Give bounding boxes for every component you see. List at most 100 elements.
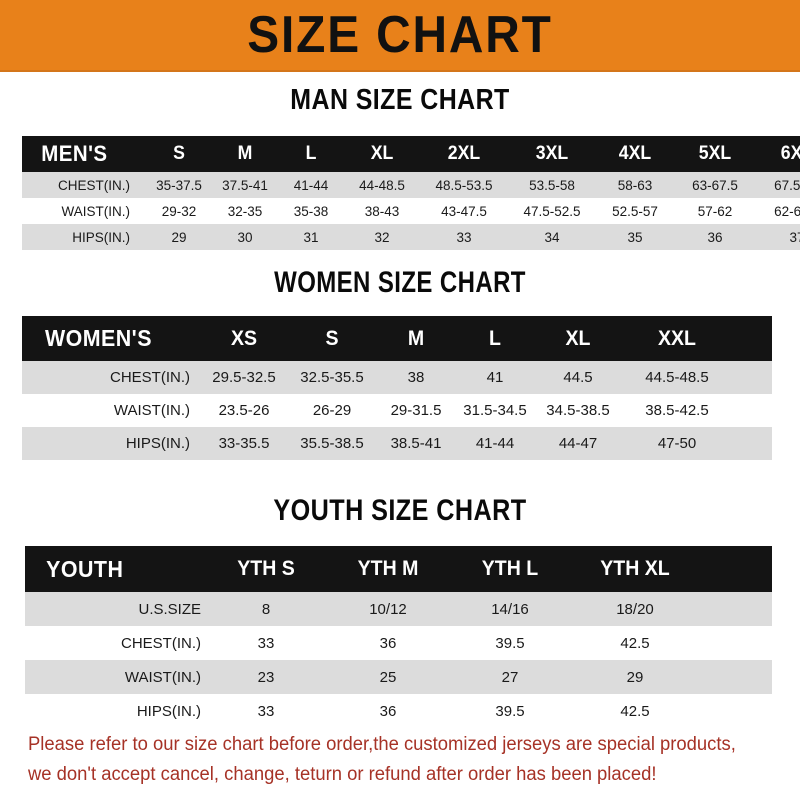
youth-cell-spacer	[699, 626, 772, 660]
women-size-header: L	[489, 326, 501, 350]
table-row: WAIST(IN.) 29-32 32-35 35-38 38-43 43-47…	[22, 198, 800, 224]
women-row-label: CHEST(IN.)	[110, 369, 190, 386]
men-cell: 38-43	[364, 203, 400, 219]
men-cell: 52.5-57	[612, 203, 658, 219]
table-row: HIPS(IN.) 33 36 39.5 42.5	[25, 694, 772, 728]
women-header-spacer	[733, 316, 770, 361]
youth-cell: 8	[261, 600, 271, 618]
table-row: WAIST(IN.) 23 25 27 29	[25, 660, 772, 694]
women-cell: 38.5-41	[390, 435, 442, 452]
women-cell: 41	[486, 369, 504, 386]
men-header-label: MEN'S	[41, 141, 108, 166]
men-size-header: 5XL	[698, 143, 732, 164]
women-header-label: WOMEN'S	[44, 325, 152, 351]
youth-cell: 10/12	[369, 600, 407, 618]
women-row-label: HIPS(IN.)	[125, 435, 190, 452]
disclaimer-line-2: we don't accept cancel, change, teturn o…	[28, 764, 657, 785]
women-cell: 26-29	[312, 402, 352, 419]
men-cell: 53.5-58	[529, 177, 575, 193]
youth-row-label: HIPS(IN.)	[136, 702, 201, 720]
youth-size-header: YTH XL	[600, 557, 670, 580]
men-cell: 35-37.5	[156, 177, 202, 193]
table-row: HIPS(IN.) 29 30 31 32 33 34 35 36 37	[22, 224, 800, 250]
women-cell: 44.5-48.5	[645, 369, 709, 386]
youth-cell-spacer	[699, 592, 772, 626]
youth-cell: 27	[501, 668, 519, 686]
women-cell: 29-31.5	[390, 402, 442, 419]
youth-cell: 39.5	[495, 702, 525, 720]
women-size-header: XS	[230, 326, 258, 350]
men-cell: 48.5-53.5	[435, 177, 493, 193]
table-row: CHEST(IN.) 35-37.5 37.5-41 41-44 44-48.5…	[22, 172, 800, 198]
men-row-label: CHEST(IN.)	[58, 177, 130, 193]
table-row: HIPS(IN.) 33-35.5 35.5-38.5 38.5-41 41-4…	[22, 427, 772, 460]
youth-cell: 29	[626, 668, 644, 686]
youth-cell-spacer	[699, 660, 772, 694]
men-row-label: WAIST(IN.)	[61, 203, 131, 219]
women-cell-spacer	[732, 394, 772, 427]
women-size-header: XL	[565, 326, 591, 350]
women-cell: 41-44	[475, 435, 515, 452]
youth-cell: 42.5	[620, 634, 650, 652]
youth-size-header: YTH S	[237, 557, 295, 580]
youth-header-spacer	[702, 546, 770, 592]
women-cell: 38.5-42.5	[645, 402, 709, 419]
youth-cell: 25	[379, 668, 397, 686]
youth-header-row: YOUTH YTH S YTH M YTH L YTH XL	[25, 546, 772, 592]
women-cell: 29.5-32.5	[212, 369, 276, 386]
men-size-header: S	[173, 143, 185, 164]
men-cell: 37	[789, 229, 800, 245]
women-size-header: S	[325, 326, 339, 350]
men-cell: 44-48.5	[359, 177, 405, 193]
men-cell: 29-32	[161, 203, 197, 219]
youth-size-header: YTH M	[357, 557, 419, 580]
youth-cell-spacer	[699, 694, 772, 728]
men-cell: 36	[707, 229, 723, 245]
women-header-row: WOMEN'S XS S M L XL XXL	[22, 316, 772, 361]
youth-header-label: YOUTH	[46, 555, 124, 582]
women-row-label: WAIST(IN.)	[113, 402, 190, 419]
table-row: WAIST(IN.) 23.5-26 26-29 29-31.5 31.5-34…	[22, 394, 772, 427]
youth-cell: 36	[379, 702, 397, 720]
women-cell: 44-47	[558, 435, 598, 452]
men-size-header: 6XL	[780, 143, 800, 164]
men-header-row: MEN'S S M L XL 2XL 3XL 4XL 5XL 6XL	[22, 136, 800, 172]
youth-row-label: CHEST(IN.)	[121, 634, 201, 652]
men-row-label: HIPS(IN.)	[72, 229, 130, 245]
men-cell: 35	[627, 229, 643, 245]
men-size-header: L	[305, 143, 317, 164]
youth-size-table: YOUTH YTH S YTH M YTH L YTH XL U.S.SIZE …	[25, 546, 772, 728]
men-cell: 32-35	[227, 203, 263, 219]
men-cell: 43-47.5	[441, 203, 487, 219]
youth-cell: 14/16	[491, 600, 529, 618]
women-cell: 32.5-35.5	[300, 369, 364, 386]
women-size-header: XXL	[658, 326, 696, 350]
men-size-header: XL	[370, 143, 394, 164]
men-size-header: M	[237, 143, 253, 164]
youth-cell: 42.5	[620, 702, 650, 720]
men-cell: 63-67.5	[692, 177, 738, 193]
men-cell: 41-44	[293, 177, 329, 193]
men-size-header: 4XL	[618, 143, 652, 164]
women-cell: 38	[407, 369, 425, 386]
men-cell: 47.5-52.5	[523, 203, 581, 219]
page-header-banner: SIZE CHART	[0, 0, 800, 72]
youth-cell: 39.5	[495, 634, 525, 652]
youth-cell: 33	[257, 702, 275, 720]
women-cell: 44.5	[563, 369, 593, 386]
men-cell: 67.5-72	[774, 177, 800, 193]
men-cell: 34	[544, 229, 560, 245]
men-size-table: MEN'S S M L XL 2XL 3XL 4XL 5XL 6XL CHEST…	[22, 136, 800, 250]
men-cell: 35-38	[293, 203, 329, 219]
disclaimer-text: Please refer to our size chart before or…	[28, 730, 757, 790]
youth-cell: 18/20	[616, 600, 654, 618]
men-cell: 29	[171, 229, 187, 245]
women-section-title: WOMEN SIZE CHART	[274, 266, 526, 299]
men-cell: 37.5-41	[222, 177, 268, 193]
women-cell: 31.5-34.5	[463, 402, 527, 419]
women-cell: 34.5-38.5	[546, 402, 610, 419]
disclaimer-line-1: Please refer to our size chart before or…	[28, 734, 736, 755]
men-size-header: 3XL	[535, 143, 569, 164]
table-row: CHEST(IN.) 33 36 39.5 42.5	[25, 626, 772, 660]
women-cell: 23.5-26	[218, 402, 270, 419]
